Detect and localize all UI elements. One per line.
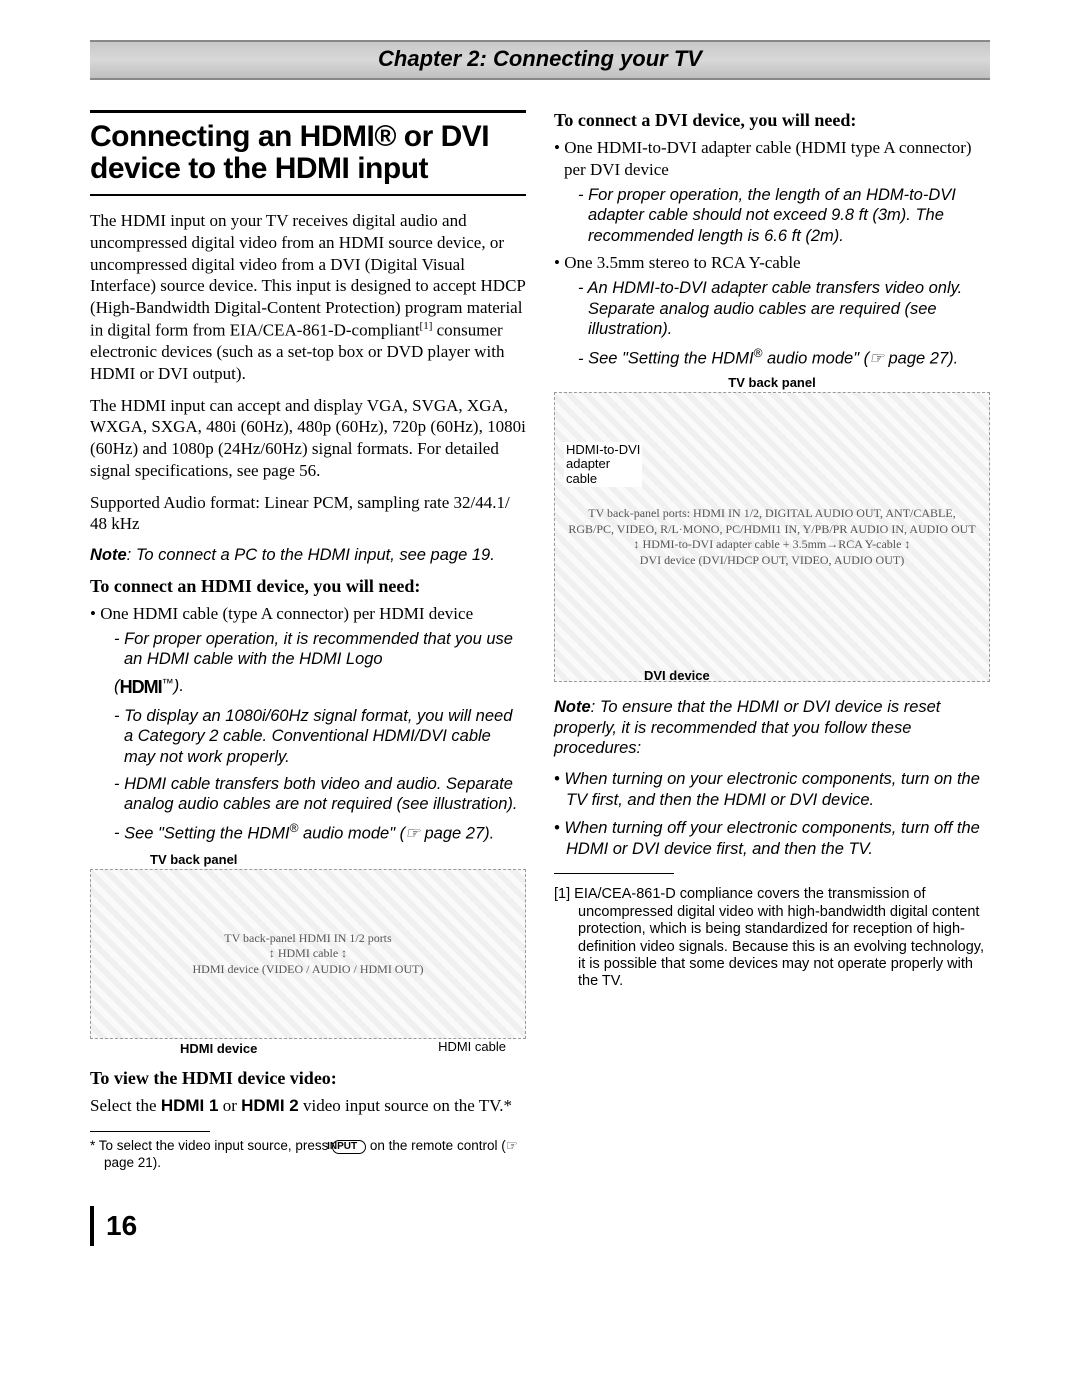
hdmi-dash4-a: See "Setting the HDMI: [124, 824, 289, 842]
right-column: To connect a DVI device, you will need: …: [554, 110, 990, 1178]
content-columns: Connecting an HDMI® or DVI device to the…: [90, 110, 990, 1178]
rn1a: When turning on your electronic componen…: [564, 770, 901, 788]
intro-p2: The HDMI input can accept and display VG…: [90, 395, 526, 482]
intro-p3: Supported Audio format: Linear PCM, samp…: [90, 492, 526, 536]
hdmi-dash-4: See "Setting the HDMI® audio mode" (☞ pa…: [90, 821, 526, 844]
view-paragraph: Select the HDMI 1 or HDMI 2 video input …: [90, 1095, 526, 1117]
diagram1-device-label: HDMI device: [180, 1041, 257, 1056]
view-d: HDMI 2: [241, 1096, 299, 1115]
section-title-line1: Connecting an HDMI® or DVI: [90, 120, 489, 153]
eia-footnote: [1] EIA/CEA-861-D compliance covers the …: [554, 886, 990, 990]
section-rule: [90, 110, 526, 113]
diagram2-image: TV back-panel ports: HDMI IN 1/2, DIGITA…: [554, 392, 990, 682]
fn-a: * To select the video input source, pres…: [90, 1138, 332, 1153]
diagram-hdmi: TV back panel TV back-panel HDMI IN 1/2 …: [90, 852, 526, 1058]
diagram1-desc: TV back-panel HDMI IN 1/2 ports ↕ HDMI c…: [187, 925, 430, 984]
diagram2-tv-label: TV back panel: [554, 375, 990, 390]
dvi-dash-2: An HDMI-to-DVI adapter cable transfers v…: [554, 278, 990, 340]
view-c: or: [218, 1096, 241, 1115]
dvi-dash-3: See "Setting the HDMI® audio mode" (☞ pa…: [554, 346, 990, 369]
pc-note: Note: Note: To connect a PC to the HDMI …: [90, 545, 526, 566]
rn1c: , and then the HDMI or DVI device.: [618, 791, 874, 809]
subhead-view: To view the HDMI device video:: [90, 1068, 526, 1089]
diagram1-cable-label: HDMI cable: [438, 1039, 506, 1058]
hdmi-dash4-b: audio mode" (☞ page 27).: [298, 824, 494, 842]
reset-note-intro: Note: To ensure that the HDMI or DVI dev…: [554, 697, 990, 759]
diagram2-device-label: DVI device: [644, 668, 710, 683]
rn2a: When turning off your electronic compone…: [564, 819, 901, 837]
hdmi-logo-icon: HDMI: [120, 677, 162, 698]
hdmi-dash-3: HDMI cable transfers both video and audi…: [90, 774, 526, 815]
subhead-hdmi-need: To connect an HDMI device, you will need…: [90, 576, 526, 597]
reset-note-2: When turning off your electronic compone…: [554, 818, 990, 859]
page-number: 16: [106, 1210, 137, 1242]
hdmi-dash-2: To display an 1080i/60Hz signal format, …: [90, 706, 526, 768]
hdmi-dash-1: For proper operation, it is recommended …: [90, 629, 526, 670]
view-e: video input source on the TV.*: [299, 1096, 512, 1115]
left-column: Connecting an HDMI® or DVI device to the…: [90, 110, 526, 1178]
hdmi-dash-1-text: For proper operation, it is recommended …: [124, 630, 513, 669]
dvi-dash3-b: audio mode" (☞ page 27).: [762, 350, 958, 368]
view-b: HDMI 1: [161, 1096, 219, 1115]
footnote-rule-right: [554, 873, 674, 874]
diagram2-desc: TV back-panel ports: HDMI IN 1/2, DIGITA…: [560, 498, 983, 576]
footnote-rule-left: [90, 1131, 210, 1132]
input-button-icon: INPUT: [332, 1140, 366, 1155]
footnote-ref-1: [1]: [420, 320, 433, 332]
subhead-dvi-need: To connect a DVI device, you will need:: [554, 110, 990, 131]
chapter-banner: Chapter 2: Connecting your TV: [90, 40, 990, 80]
hdmi-bullet-1: One HDMI cable (type A connector) per HD…: [90, 603, 526, 625]
hdmi-logo-line: (HDMI™).: [90, 676, 526, 698]
dvi-bullet-2: One 3.5mm stereo to RCA Y-cable: [554, 252, 990, 274]
section-title-line2: device to the HDMI input: [90, 152, 428, 185]
dvi-bullet-1: One HDMI-to-DVI adapter cable (HDMI type…: [554, 137, 990, 181]
intro-p1: The HDMI input on your TV receives digit…: [90, 210, 526, 385]
page-number-bar: [90, 1206, 94, 1246]
dvi-dash-1: For proper operation, the length of an H…: [554, 185, 990, 247]
footnote-input: * To select the video input source, pres…: [90, 1138, 526, 1172]
diagram1-tv-label: TV back panel: [90, 852, 526, 867]
page-number-block: 16: [90, 1206, 990, 1246]
diagram1-image: TV back-panel HDMI IN 1/2 ports ↕ HDMI c…: [90, 869, 526, 1039]
section-title: Connecting an HDMI® or DVI device to the…: [90, 121, 526, 196]
view-a: Select the: [90, 1096, 161, 1115]
diagram-dvi: TV back panel TV back-panel ports: HDMI …: [554, 375, 990, 685]
rn2c: , and then the TV.: [743, 840, 873, 858]
reset-note-1: When turning on your electronic componen…: [554, 769, 990, 810]
dvi-dash3-a: See "Setting the HDMI: [588, 350, 753, 368]
